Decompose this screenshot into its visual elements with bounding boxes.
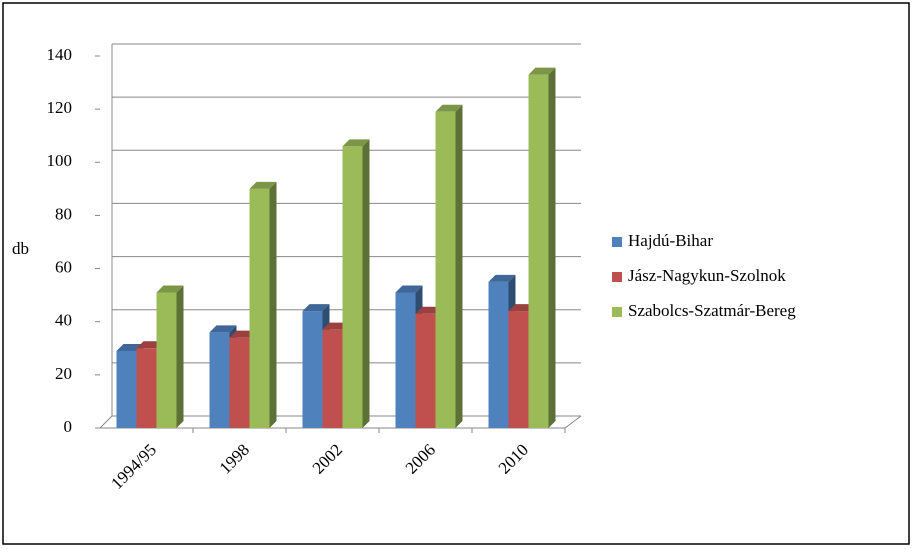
legend-label: Hajdú-Bihar bbox=[628, 231, 713, 250]
legend-label: Szabolcs-Szatmár-Bereg bbox=[628, 301, 796, 320]
bar bbox=[528, 74, 549, 428]
bar-side bbox=[269, 181, 277, 428]
bar-top bbox=[488, 274, 516, 282]
bar bbox=[229, 337, 250, 428]
y-tick-label: 80 bbox=[55, 204, 72, 223]
y-tick-label: 0 bbox=[64, 417, 73, 436]
legend-label: Jász-Nagykun-Szolnok bbox=[628, 266, 786, 285]
bar bbox=[435, 111, 456, 429]
bar-side bbox=[362, 139, 370, 429]
legend-swatch bbox=[612, 307, 622, 317]
bar bbox=[342, 146, 363, 429]
bar-top bbox=[435, 104, 463, 112]
bar-side bbox=[455, 104, 463, 429]
bar bbox=[116, 350, 137, 428]
y-tick-label: 40 bbox=[55, 311, 72, 330]
bar-top bbox=[528, 67, 556, 75]
bar bbox=[302, 311, 323, 428]
y-axis-label: db bbox=[12, 239, 29, 258]
legend-swatch bbox=[612, 237, 622, 247]
bar bbox=[136, 348, 157, 428]
bar bbox=[488, 281, 509, 428]
bar bbox=[322, 329, 343, 428]
bar bbox=[415, 313, 436, 428]
bar bbox=[209, 332, 230, 428]
y-tick-label: 140 bbox=[47, 45, 73, 64]
axis-line bbox=[99, 415, 113, 429]
bar bbox=[508, 311, 529, 428]
bar-side bbox=[548, 67, 556, 428]
bar-top bbox=[249, 181, 277, 189]
bar bbox=[249, 188, 270, 428]
bar-top bbox=[209, 325, 237, 333]
y-tick-label: 20 bbox=[55, 364, 72, 383]
y-tick-label: 120 bbox=[47, 98, 73, 117]
bar bbox=[395, 292, 416, 428]
y-tick-label: 100 bbox=[47, 151, 73, 170]
bar-top bbox=[395, 285, 423, 293]
y-tick-label: 60 bbox=[55, 257, 72, 276]
bar-side bbox=[176, 285, 184, 428]
bar-top bbox=[302, 304, 330, 312]
bar-top bbox=[156, 285, 184, 293]
bar bbox=[156, 292, 177, 428]
legend-swatch bbox=[612, 272, 622, 282]
bar-top bbox=[342, 139, 370, 147]
